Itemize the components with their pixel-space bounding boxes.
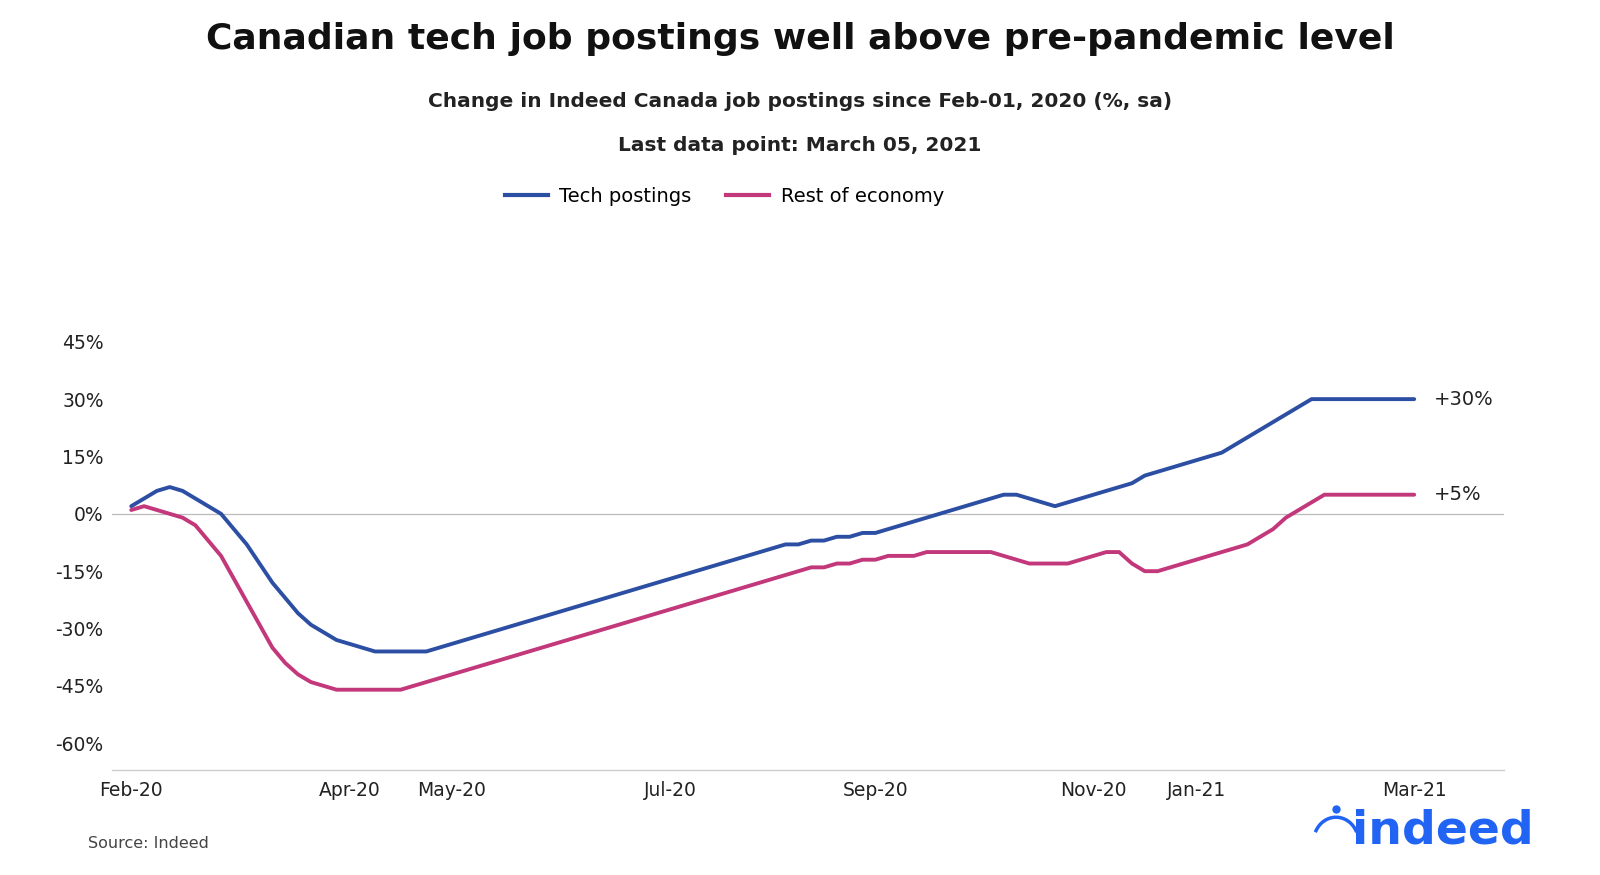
Text: Last data point: March 05, 2021: Last data point: March 05, 2021 (618, 136, 982, 155)
Text: +5%: +5% (1434, 486, 1482, 504)
Text: indeed: indeed (1352, 808, 1534, 853)
Text: Change in Indeed Canada job postings since Feb-01, 2020 (%, sa): Change in Indeed Canada job postings sin… (427, 92, 1173, 111)
Text: +30%: +30% (1434, 389, 1493, 409)
Text: Canadian tech job postings well above pre-pandemic level: Canadian tech job postings well above pr… (206, 22, 1394, 56)
Legend: Tech postings, Rest of economy: Tech postings, Rest of economy (498, 179, 952, 214)
Text: Source: Indeed: Source: Indeed (88, 836, 210, 850)
